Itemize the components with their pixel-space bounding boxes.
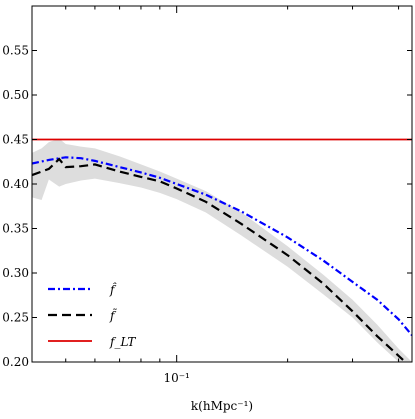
y-tick-label: 0.45 (2, 133, 29, 147)
y-tick-label: 0.55 (2, 44, 29, 58)
y-tick-label: 0.35 (2, 222, 29, 236)
y-tick-label: 0.50 (2, 88, 29, 102)
series-line-0 (32, 156, 412, 337)
legend-label-2: f_LT (109, 335, 136, 349)
axes-layer: 0.20 0.25 0.30 0.35 0.40 0.45 0.50 0.55 10⁻¹ (2, 5, 413, 385)
uncertainty-band (32, 138, 412, 362)
y-tick-label: 0.25 (2, 311, 29, 325)
y-tick-label: 0.40 (2, 177, 29, 191)
y-tick-label: 0.30 (2, 266, 29, 280)
x-tick-label: 10⁻¹ (163, 371, 189, 385)
y-tick-label: 0.20 (2, 355, 29, 369)
legend-label-1: f̃ (109, 307, 117, 323)
series-layer (32, 138, 412, 362)
x-axis-label: k(hMpc⁻¹) (191, 399, 253, 413)
series-line-1 (32, 157, 407, 362)
legend-label-0: f̂ (109, 281, 117, 297)
legend: f̂ f̃ f_LT (48, 281, 136, 349)
band-layer (32, 138, 412, 362)
